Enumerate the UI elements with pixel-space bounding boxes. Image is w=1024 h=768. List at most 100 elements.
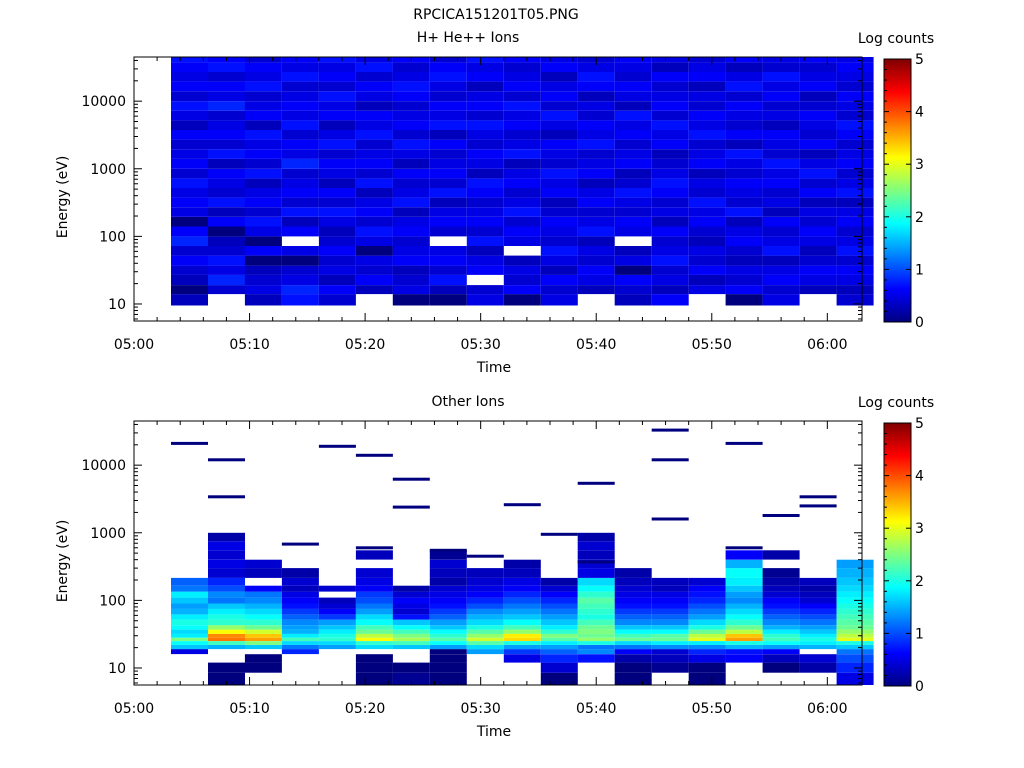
heatmap-cell xyxy=(688,57,726,63)
heatmap-cell xyxy=(725,294,763,306)
heatmap-cell xyxy=(355,197,393,208)
heatmap-cell xyxy=(762,654,800,663)
heatmap-cell xyxy=(540,130,578,140)
heatmap-cell xyxy=(392,178,430,188)
heatmap-cell xyxy=(836,637,874,641)
heatmap-cell xyxy=(651,265,689,275)
heatmap-cell xyxy=(688,625,726,630)
heatmap-cell xyxy=(208,662,245,673)
heatmap-cell xyxy=(651,178,689,188)
heatmap-cell xyxy=(244,101,282,111)
heatmap-cell xyxy=(651,246,689,256)
heatmap-cell xyxy=(171,110,208,121)
heatmap-cell xyxy=(466,246,504,256)
heatmap-cell xyxy=(429,216,467,227)
colorbar-label: Log counts xyxy=(858,31,934,47)
heatmap-cell xyxy=(762,265,800,275)
sparse-count-line xyxy=(318,444,356,448)
heatmap-cell xyxy=(614,72,652,82)
heatmap-cell xyxy=(577,614,615,620)
heatmap-cell xyxy=(651,608,689,615)
heatmap-cell xyxy=(540,614,578,620)
x-axis-label: Time xyxy=(476,724,511,740)
colorbar-tick-label: 0 xyxy=(915,679,924,695)
colorbar: Log counts 0 1 2 3 4 5 xyxy=(858,31,934,331)
heatmap-cell xyxy=(651,274,689,286)
heatmap-cell xyxy=(614,188,652,198)
heatmap-cell xyxy=(355,654,393,663)
heatmap-cell xyxy=(651,130,689,140)
heatmap-cell xyxy=(318,246,356,256)
heatmap-cell xyxy=(281,57,319,63)
heatmap-cell xyxy=(429,158,467,169)
heatmap-cell xyxy=(244,81,282,92)
heatmap-cell xyxy=(171,265,208,275)
heatmap-cell xyxy=(688,265,726,275)
heatmap-cell xyxy=(540,255,578,266)
heatmap-cell xyxy=(355,633,393,638)
heatmap-cell xyxy=(281,641,319,645)
heatmap-cell xyxy=(540,207,578,217)
heatmap-cell xyxy=(725,641,763,645)
heatmap-cell xyxy=(281,130,319,140)
colorbar-tick-label: 2 xyxy=(915,574,924,590)
heatmap-cell xyxy=(688,603,726,609)
heatmap-cell xyxy=(799,597,837,604)
heatmap-cell xyxy=(244,226,282,237)
heatmap-cell xyxy=(577,541,615,551)
heatmap-cell xyxy=(429,110,467,121)
heatmap-cell xyxy=(429,294,467,306)
heatmap-cell xyxy=(208,91,245,102)
x-tick-label: 05:20 xyxy=(345,701,385,717)
heatmap-cell xyxy=(762,139,800,150)
heatmap-cell xyxy=(466,649,504,655)
heatmap-cell xyxy=(688,178,726,188)
heatmap-cell xyxy=(244,110,282,121)
heatmap-cell xyxy=(318,168,356,179)
heatmap-cell xyxy=(540,577,578,586)
heatmap-cell xyxy=(503,216,541,227)
heatmap-cell xyxy=(725,255,763,266)
heatmap-cell xyxy=(762,629,800,634)
heatmap-cell xyxy=(688,649,726,655)
heatmap-cell xyxy=(281,158,319,169)
heatmap-cell xyxy=(429,591,467,598)
heatmap-cell xyxy=(429,72,467,82)
heatmap-cell xyxy=(651,255,689,266)
heatmap-cell xyxy=(281,637,319,641)
heatmap-cell xyxy=(688,608,726,615)
heatmap-cell xyxy=(318,158,356,169)
sparse-count-line xyxy=(651,428,689,432)
heatmap-cell xyxy=(392,81,430,92)
heatmap-cell xyxy=(503,619,541,626)
heatmap-cell xyxy=(171,226,208,237)
sparse-count-line xyxy=(503,503,541,507)
heatmap-cell xyxy=(466,614,504,620)
heatmap-cell xyxy=(466,178,504,188)
heatmap-cell xyxy=(725,625,763,630)
heatmap-cell xyxy=(466,633,504,638)
heatmap-cell xyxy=(651,188,689,198)
heatmap-cell xyxy=(355,81,393,92)
heatmap-cell xyxy=(540,120,578,130)
sparse-count-line xyxy=(799,504,837,508)
heatmap-cell xyxy=(208,207,245,217)
heatmap-cell xyxy=(429,644,467,650)
heatmap-cell xyxy=(799,226,837,237)
heatmap-cell xyxy=(577,649,615,655)
heatmap-cell xyxy=(725,274,763,286)
heatmap-cell xyxy=(281,285,319,295)
heatmap-cell xyxy=(762,197,800,208)
heatmap-cell xyxy=(208,285,245,295)
heatmap-cell xyxy=(651,641,689,645)
heatmap-cell xyxy=(762,633,800,638)
heatmap-cell xyxy=(392,72,430,82)
heatmap-cell xyxy=(171,633,208,638)
heatmap-cell xyxy=(688,633,726,638)
heatmap-cell xyxy=(577,101,615,111)
heatmap-cell xyxy=(244,120,282,130)
colorbar-tick-label: 4 xyxy=(915,105,924,121)
heatmap-cell xyxy=(208,577,245,586)
heatmap-cell xyxy=(171,91,208,102)
colorbar-gradient xyxy=(883,422,912,687)
